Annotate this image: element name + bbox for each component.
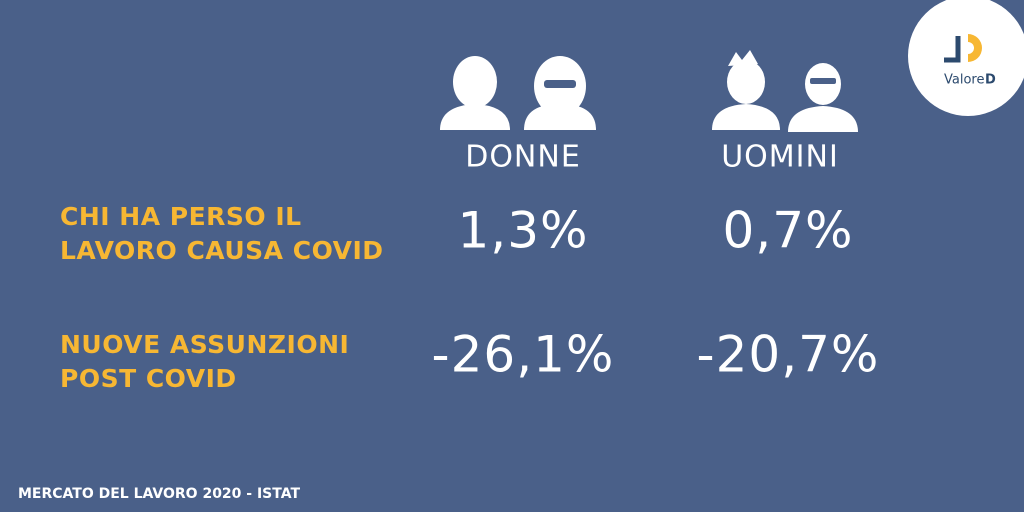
men-icons: [712, 50, 858, 132]
women-icons: [440, 56, 596, 130]
row-label: POST COVID: [60, 364, 237, 393]
logo-text: Valore: [944, 73, 984, 88]
logo-mark-l: [944, 36, 961, 63]
row-label: LAVORO CAUSA COVID: [60, 236, 384, 265]
logo-mark-d: [968, 34, 982, 62]
logo-letter: D: [985, 73, 996, 88]
row-label: CHI HA PERSO IL: [60, 202, 302, 231]
logo: Valore D: [908, 0, 1024, 116]
value: -20,7%: [697, 326, 880, 384]
row-label: NUOVE ASSUNZIONI: [60, 330, 349, 359]
source: MERCATO DEL LAVORO 2020 - ISTAT: [18, 486, 300, 502]
column-header: UOMINI: [721, 140, 839, 175]
value: 1,3%: [457, 202, 588, 260]
value: -26,1%: [432, 326, 615, 384]
column-header: DONNE: [465, 140, 581, 175]
value: 0,7%: [722, 202, 853, 260]
logo-circle: [908, 0, 1024, 116]
